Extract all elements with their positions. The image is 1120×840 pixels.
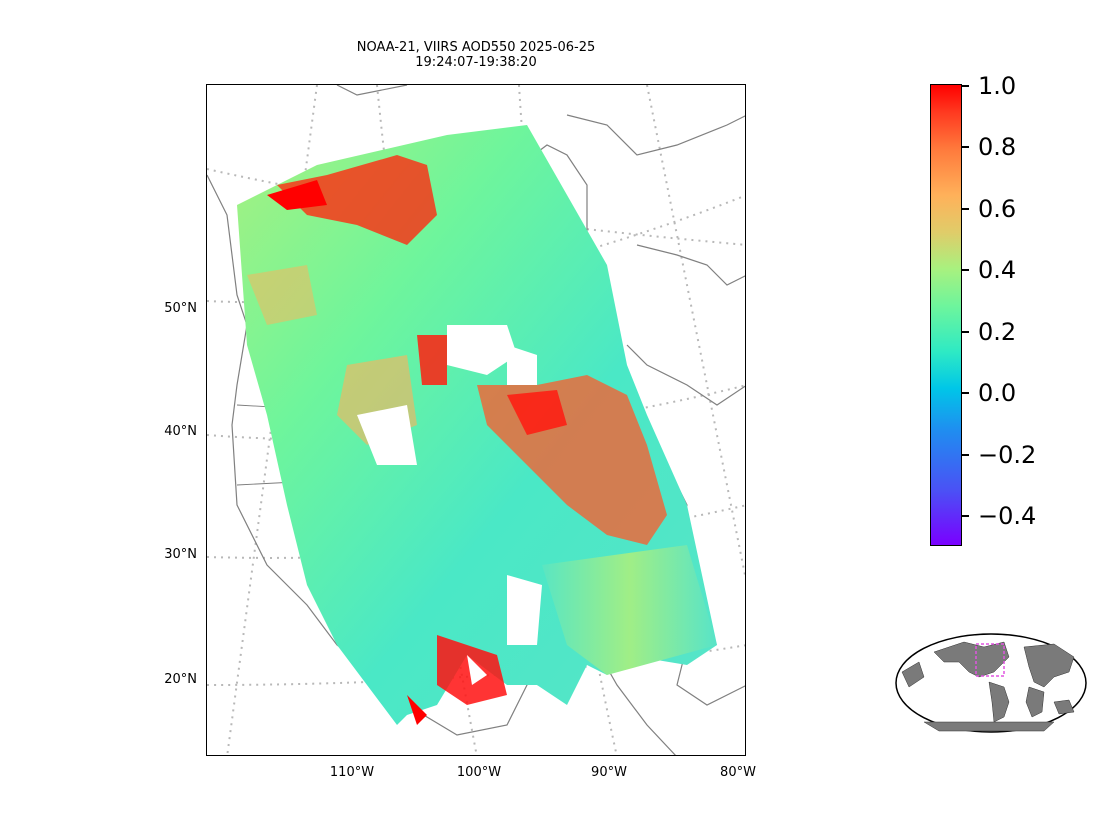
colorbar-tick xyxy=(962,331,969,333)
map-panel[interactable] xyxy=(206,84,746,756)
colorbar-label: −0.2 xyxy=(978,441,1037,469)
colorbar-label: 0.2 xyxy=(978,318,1017,346)
colorbar-tick xyxy=(962,85,969,87)
lon-label-90w: 90°W xyxy=(591,765,627,780)
colorbar-tick xyxy=(962,515,969,517)
lon-label-110w: 110°W xyxy=(329,765,375,780)
lat-label-40n: 40°N xyxy=(164,424,197,439)
colorbar-tick xyxy=(962,392,969,394)
inset-globe xyxy=(894,632,1088,734)
lon-label-100w: 100°W xyxy=(456,765,502,780)
colorbar-tick xyxy=(962,454,969,456)
lat-label-30n: 30°N xyxy=(164,547,197,562)
colorbar-label: 0.4 xyxy=(978,256,1017,284)
colorbar xyxy=(930,84,962,546)
title-line-1: NOAA-21, VIIRS AOD550 2025-06-25 xyxy=(356,40,596,55)
lon-label-80w: 80°W xyxy=(720,765,756,780)
lat-label-50n: 50°N xyxy=(164,301,197,316)
title-line-2: 19:24:07-19:38:20 xyxy=(415,55,537,70)
colorbar-label: 1.0 xyxy=(978,72,1017,100)
colorbar-label: −0.4 xyxy=(978,502,1037,530)
lat-label-20n: 20°N xyxy=(164,672,197,687)
world-globe-icon xyxy=(895,633,1087,733)
colorbar-tick xyxy=(962,208,969,210)
colorbar-label: 0.6 xyxy=(978,195,1017,223)
colorbar-tick xyxy=(962,269,969,271)
colorbar-tick xyxy=(962,146,969,148)
colorbar-label: 0.0 xyxy=(978,379,1017,407)
aod-swath xyxy=(237,125,717,725)
colorbar-label: 0.8 xyxy=(978,133,1017,161)
map-canvas xyxy=(207,85,745,755)
plot-title: NOAA-21, VIIRS AOD550 2025-06-25 19:24:0… xyxy=(206,40,746,70)
